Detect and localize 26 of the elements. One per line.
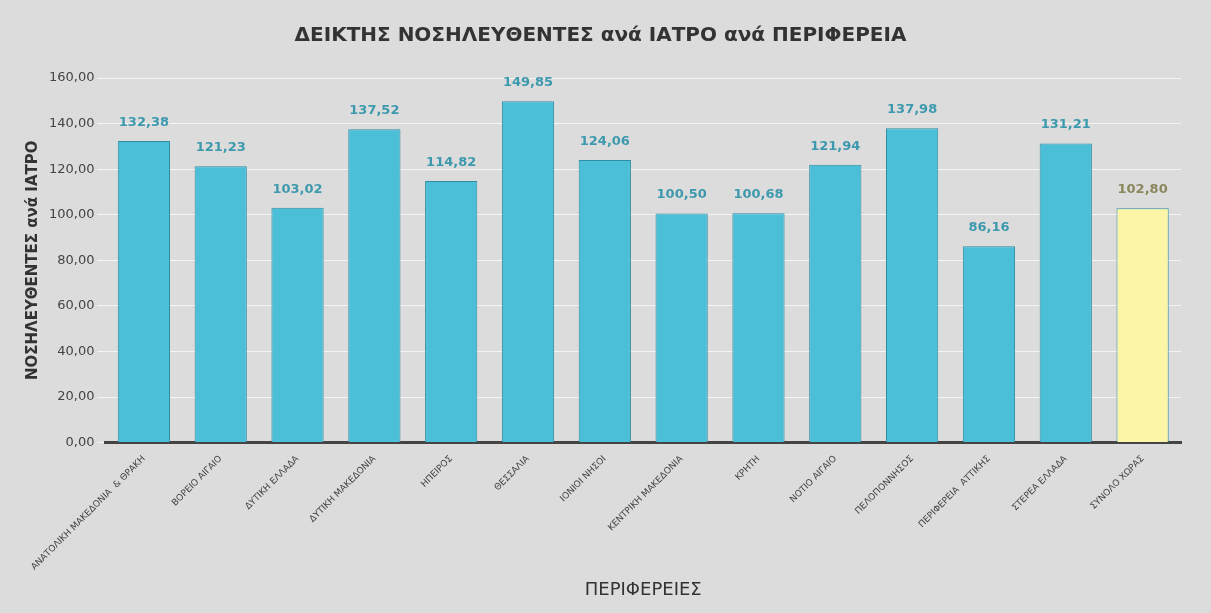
data-label: 103,02 — [272, 180, 323, 196]
data-label: 100,50 — [656, 186, 707, 202]
data-label: 102,80 — [1117, 181, 1168, 197]
data-label: 100,68 — [733, 186, 784, 202]
x-axis-title: ΠΕΡΙΦΕΡΕΙΕΣ — [584, 577, 702, 599]
data-label: 131,21 — [1040, 116, 1091, 132]
y-tick-label: 160,00 — [48, 69, 95, 85]
y-tick-label: 140,00 — [48, 114, 95, 130]
y-axis-title: ΝΟΣΗΛΕΥΘΕΝΤΕΣ ανά ΙΑΤΡΟ — [22, 140, 41, 381]
data-label: 124,06 — [579, 132, 630, 148]
data-label: 132,38 — [118, 113, 169, 129]
y-tick-label: 0,00 — [65, 433, 95, 449]
data-label: 114,82 — [426, 153, 477, 169]
data-label: 86,16 — [968, 219, 1010, 235]
data-label: 137,98 — [887, 101, 938, 117]
y-tick-label: 80,00 — [57, 251, 95, 267]
y-tick-label: 40,00 — [57, 342, 95, 358]
y-tick-label: 60,00 — [57, 297, 95, 313]
chart-title: ΔΕΙΚΤΗΣ ΝΟΣΗΛΕΥΘΕΝΤΕΣ ανά ΙΑΤΡΟ ανά ΠΕΡΙΦΕΡΕΙΑ — [294, 22, 907, 47]
y-tick-label: 120,00 — [48, 160, 95, 176]
data-label: 149,85 — [502, 74, 554, 89]
y-tick-label: 20,00 — [57, 388, 95, 404]
data-label: 137,52 — [349, 102, 400, 118]
data-label: 121,23 — [195, 139, 246, 155]
y-tick-label: 100,00 — [48, 206, 95, 222]
data-label: 121,94 — [810, 137, 861, 153]
